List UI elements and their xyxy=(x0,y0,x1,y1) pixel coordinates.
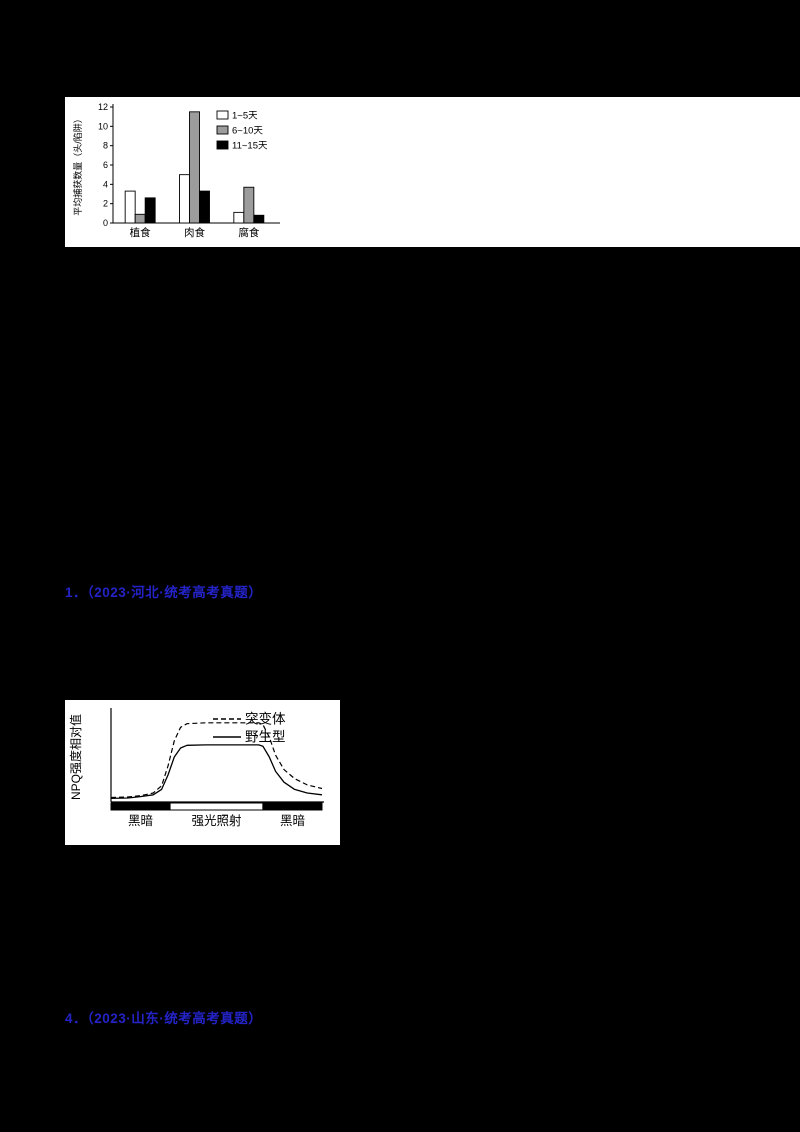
svg-text:11~15天: 11~15天 xyxy=(232,141,268,152)
svg-text:NPQ强度相对值: NPQ强度相对值 xyxy=(68,714,83,800)
svg-text:黑暗: 黑暗 xyxy=(280,813,305,828)
svg-text:6: 6 xyxy=(103,160,108,170)
svg-text:平均捕获数量（头/陷阱）: 平均捕获数量（头/陷阱） xyxy=(72,114,83,216)
svg-text:强光照射: 强光照射 xyxy=(191,813,241,828)
insect-capture-bar-chart: 0 2 4 6 8 10 12 植食 肉食 腐食 平均捕获数量（头/陷阱） 1~5天 6~10天 11~1… xyxy=(72,102,280,239)
svg-text:1~5天: 1~5天 xyxy=(232,111,258,122)
svg-text:10: 10 xyxy=(98,121,108,131)
svg-text:腐食: 腐食 xyxy=(238,226,259,239)
bar-chart-figure: 0 2 4 6 8 10 12 植食 肉食 腐食 平均捕获数量（头/陷阱） 1~5天 6~10天 11~1… xyxy=(65,97,800,247)
svg-text:植食: 植食 xyxy=(130,226,151,239)
svg-text:黑暗: 黑暗 xyxy=(128,813,153,828)
svg-text:2: 2 xyxy=(103,199,108,209)
svg-text:肉食: 肉食 xyxy=(184,226,205,239)
svg-text:12: 12 xyxy=(98,102,108,112)
npq-line-chart-figure: 黑暗 强光照射 黑暗 NPQ强度相对值 突变体野生型 xyxy=(65,700,340,845)
svg-text:野生型: 野生型 xyxy=(245,730,286,745)
svg-text:0: 0 xyxy=(103,218,108,228)
question-1-source: 1．（2023·河北·统考高考真题） xyxy=(65,585,263,600)
svg-text:6~10天: 6~10天 xyxy=(232,126,263,137)
question-4-source: 4．（2023·山东·统考高考真题） xyxy=(65,1011,263,1026)
svg-text:4: 4 xyxy=(103,179,108,189)
svg-text:8: 8 xyxy=(103,141,108,151)
svg-text:突变体: 突变体 xyxy=(245,712,286,727)
